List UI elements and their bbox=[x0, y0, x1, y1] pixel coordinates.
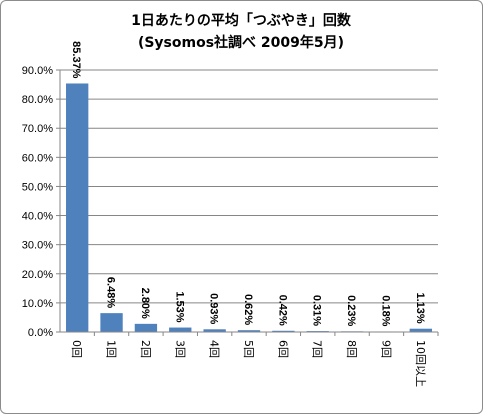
x-category-label: 7回 bbox=[311, 340, 324, 358]
gridlines bbox=[60, 69, 438, 304]
bar bbox=[100, 313, 123, 332]
data-label: 0.23% bbox=[345, 295, 357, 326]
y-tick-label: 60.0% bbox=[22, 152, 53, 164]
data-label: 1.53% bbox=[173, 291, 185, 322]
x-category-label: 0回 bbox=[70, 340, 83, 358]
bar bbox=[66, 83, 89, 332]
x-category-label: 1回 bbox=[105, 340, 118, 358]
x-category-label: 8回 bbox=[345, 340, 358, 358]
data-label: 0.93% bbox=[208, 293, 220, 324]
data-label: 2.80% bbox=[139, 288, 151, 319]
bar bbox=[134, 323, 158, 332]
y-tick-label: 40.0% bbox=[22, 211, 53, 223]
x-axis-categories: 0回 1回 2回 3回 4回 5回 6回 7回 8回 9回 10回以上 bbox=[70, 332, 439, 387]
x-category-label: 3回 bbox=[173, 340, 186, 358]
bar bbox=[272, 330, 295, 332]
bar bbox=[169, 327, 192, 332]
y-tick-label: 70.0% bbox=[22, 123, 53, 135]
data-label: 0.18% bbox=[379, 295, 391, 326]
chart-title: 1日あたりの平均「つぶやき」回数 bbox=[131, 12, 352, 29]
x-category-label: 10回以上 bbox=[414, 340, 427, 387]
y-tick-label: 90.0% bbox=[22, 65, 53, 77]
bar bbox=[409, 328, 432, 332]
y-axis-ticks: 0.0% 10.0% 20.0% 30.0% 40.0% 50.0% 60.0% 70.0% 8… bbox=[22, 65, 60, 339]
x-category-label: 6回 bbox=[276, 340, 289, 358]
data-label: 0.31% bbox=[311, 295, 323, 326]
bar bbox=[237, 330, 261, 332]
y-tick-label: 10.0% bbox=[22, 298, 53, 310]
y-tick-label: 30.0% bbox=[22, 240, 53, 252]
x-category-label: 4回 bbox=[208, 340, 221, 358]
data-label: 85.37% bbox=[70, 41, 82, 79]
data-labels: 85.37% 6.48% 2.80% 1.53% 0.93% 0.62% 0.42% 0.31… bbox=[70, 41, 426, 327]
bar bbox=[203, 329, 226, 332]
data-label: 0.62% bbox=[242, 294, 254, 325]
chart-subtitle: (Sysomos社調べ 2009年5月) bbox=[138, 34, 344, 51]
x-category-label: 5回 bbox=[242, 340, 255, 358]
y-tick-label: 80.0% bbox=[22, 94, 53, 106]
data-label: 1.13% bbox=[414, 293, 426, 324]
y-tick-label: 20.0% bbox=[22, 269, 53, 281]
x-category-label: 2回 bbox=[139, 340, 152, 358]
y-tick-label: 50.0% bbox=[22, 181, 53, 193]
x-category-label: 9回 bbox=[379, 340, 392, 358]
y-tick-label: 0.0% bbox=[28, 327, 53, 339]
data-label: 6.48% bbox=[105, 277, 117, 308]
data-label: 0.42% bbox=[276, 295, 288, 326]
bars bbox=[66, 83, 432, 332]
